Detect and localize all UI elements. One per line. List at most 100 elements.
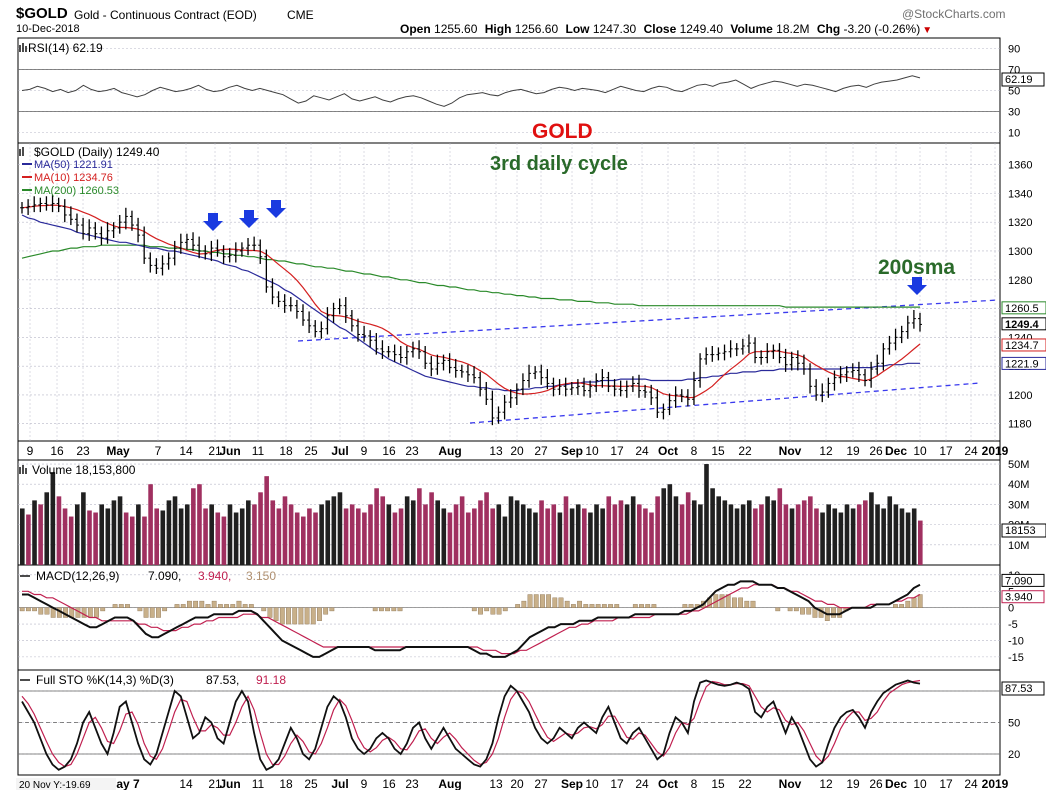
macd-histogram-bar bbox=[199, 600, 205, 608]
volume-bar bbox=[777, 488, 783, 565]
volume-bar bbox=[435, 500, 441, 565]
macd-histogram-bar bbox=[471, 607, 477, 612]
volume-bar bbox=[918, 520, 923, 565]
macd-histogram-bar bbox=[577, 600, 582, 608]
lower-trendline bbox=[469, 382, 981, 424]
price-last-box bbox=[1001, 338, 1046, 352]
volume-bar bbox=[178, 508, 184, 565]
volume-bar bbox=[319, 504, 324, 565]
macd-histogram-bar bbox=[893, 604, 898, 608]
price-label: $GOLD (Daily) 1249.40 bbox=[34, 145, 160, 159]
volume-bar bbox=[478, 500, 483, 565]
macd-last-value: 3.940 bbox=[1005, 592, 1033, 604]
macd-histogram-bar bbox=[917, 594, 923, 608]
macd-label-value: 7.090, bbox=[148, 569, 181, 583]
volume-bar bbox=[453, 504, 459, 565]
volume-bar bbox=[252, 504, 257, 565]
volume-bar bbox=[661, 488, 667, 565]
macd-label-prefix: MACD(12,26,9) bbox=[36, 569, 119, 583]
macd-histogram-bar bbox=[38, 607, 44, 615]
date-tick-label: 17 bbox=[610, 777, 624, 790]
volume-bar bbox=[423, 504, 428, 565]
volume-bar bbox=[795, 504, 801, 565]
date-tick-label: 2019 bbox=[982, 777, 1009, 790]
volume-bar bbox=[429, 492, 434, 565]
macd-histogram-bar bbox=[217, 604, 223, 608]
date-tick-label: 11 bbox=[252, 444, 265, 458]
macd-histogram-bar bbox=[540, 594, 545, 608]
volume-bar bbox=[588, 512, 593, 565]
date-tick-label: Jul bbox=[331, 777, 348, 790]
date-tick-label: May bbox=[106, 444, 130, 458]
macd-line bbox=[22, 580, 921, 658]
macd-histogram-bar bbox=[174, 604, 180, 608]
rsi-last-box bbox=[1001, 72, 1045, 87]
volume-bar bbox=[740, 504, 746, 565]
macd-histogram-bar bbox=[744, 600, 750, 608]
macd-histogram-bar bbox=[787, 607, 793, 612]
date-tick-label: 10 bbox=[913, 777, 927, 790]
y-tick-label: 1340 bbox=[1008, 188, 1032, 200]
date-tick-label: 8 bbox=[691, 444, 698, 458]
date-tick-label: Jun bbox=[219, 777, 240, 790]
volume-bar bbox=[111, 500, 117, 565]
date-tick-label: 26 bbox=[869, 444, 883, 458]
volume-bar bbox=[343, 508, 349, 565]
bars-icon bbox=[19, 465, 27, 474]
price-bars bbox=[20, 194, 922, 426]
down-arrow-icon bbox=[203, 213, 223, 231]
sto-label-k: 87.53, bbox=[206, 673, 239, 687]
volume-bar bbox=[459, 496, 465, 565]
date-tick-label: 23 bbox=[405, 444, 419, 458]
date-tick-label: 24 bbox=[964, 444, 978, 458]
date-tick-label: 25 bbox=[304, 444, 318, 458]
volume-bar bbox=[820, 512, 825, 565]
y-tick-label: 1180 bbox=[1008, 419, 1032, 431]
volume-bar bbox=[704, 464, 709, 565]
volume-bar bbox=[246, 500, 251, 565]
volume-bar bbox=[893, 504, 899, 565]
macd-histogram-bar bbox=[149, 607, 155, 618]
macd-histogram-bar bbox=[298, 607, 304, 625]
volume-bar bbox=[239, 508, 245, 565]
y-tick-label: 1200 bbox=[1008, 390, 1032, 402]
date-tick-label: 10 bbox=[585, 777, 599, 790]
macd-histogram-bar bbox=[719, 594, 725, 608]
volume-bar bbox=[142, 516, 147, 565]
volume-bar bbox=[74, 504, 80, 565]
high-value: 1256.60 bbox=[514, 22, 559, 36]
volume-bar bbox=[197, 484, 202, 565]
volume-bar bbox=[392, 512, 398, 565]
date-tick-label: Dec bbox=[885, 777, 907, 790]
volume-bar bbox=[32, 500, 37, 565]
macd-histogram-bar bbox=[292, 607, 298, 625]
macd-histogram-bar bbox=[595, 604, 601, 608]
macd-histogram-bar bbox=[515, 604, 521, 608]
price-last-box bbox=[1001, 356, 1046, 370]
macd-histogram-bar bbox=[806, 607, 812, 615]
macd-histogram-bar bbox=[156, 607, 161, 618]
volume-bar bbox=[618, 500, 624, 565]
y-tick-label: -10 bbox=[1008, 635, 1024, 647]
date-tick-label: 17 bbox=[939, 777, 953, 790]
date-tick-label: 23 bbox=[405, 777, 419, 790]
stochastic-d-line bbox=[21, 679, 921, 768]
status-readout: 20 Nov Y:-19.69 bbox=[19, 780, 91, 790]
volume-bar bbox=[447, 512, 453, 565]
date-tick-label: Oct bbox=[658, 777, 678, 790]
rsi-last-value: 62.19 bbox=[1005, 74, 1033, 86]
date-tick-label: 8 bbox=[691, 777, 698, 790]
macd-signal-line bbox=[22, 584, 921, 655]
volume-bar bbox=[172, 496, 178, 565]
macd-histogram-bar bbox=[94, 607, 99, 618]
volume-bar bbox=[160, 510, 166, 565]
macd-histogram-bar bbox=[25, 607, 31, 612]
macd-histogram-bar bbox=[125, 604, 130, 608]
volume-last-box bbox=[1001, 523, 1046, 538]
volume-bar bbox=[856, 504, 862, 565]
date-tick-label: 20 bbox=[510, 777, 524, 790]
macd-histogram-bar bbox=[279, 607, 285, 625]
volume-bar bbox=[258, 492, 263, 565]
